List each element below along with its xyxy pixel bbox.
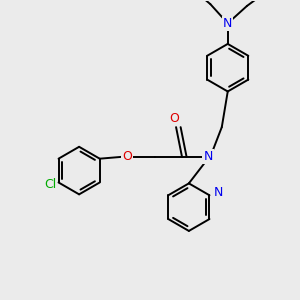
Text: O: O (169, 112, 179, 125)
Text: O: O (122, 150, 132, 164)
Text: N: N (203, 150, 213, 164)
Text: N: N (223, 17, 232, 30)
Text: N: N (214, 187, 223, 200)
Text: Cl: Cl (44, 178, 56, 191)
